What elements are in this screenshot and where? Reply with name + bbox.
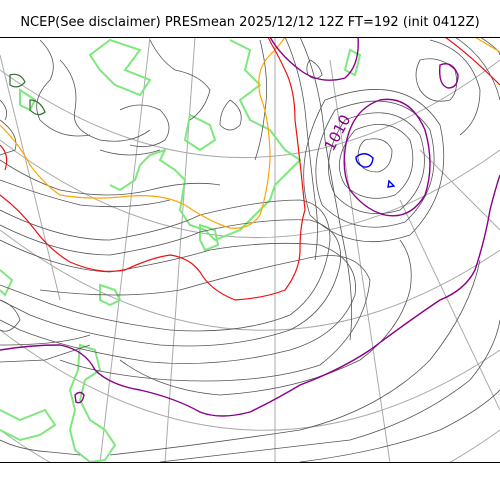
isobar-orange-east — [475, 38, 500, 53]
isobar-1010 — [0, 174, 500, 417]
isobar-orange — [0, 38, 286, 229]
isobar-1010-coast — [74, 391, 85, 404]
isobar-red — [0, 38, 306, 301]
pressure-map: 1010 — [0, 38, 500, 462]
low-center-2 — [387, 179, 396, 188]
isobar-red-east — [445, 38, 500, 86]
isobar-1010-ring — [343, 98, 431, 217]
isobar-1010-north — [269, 38, 359, 81]
isobar-1010-island — [438, 63, 459, 89]
chart-title: NCEP(See disclaimer) PRESmean 2025/12/12… — [20, 15, 480, 30]
coastlines — [0, 38, 362, 462]
map-panel: 1010 — [0, 37, 500, 463]
isobars — [0, 38, 500, 462]
isobar-red-left — [0, 144, 8, 171]
latitude-lines — [0, 59, 500, 462]
islands — [9, 73, 46, 116]
low-center-1 — [355, 153, 374, 168]
